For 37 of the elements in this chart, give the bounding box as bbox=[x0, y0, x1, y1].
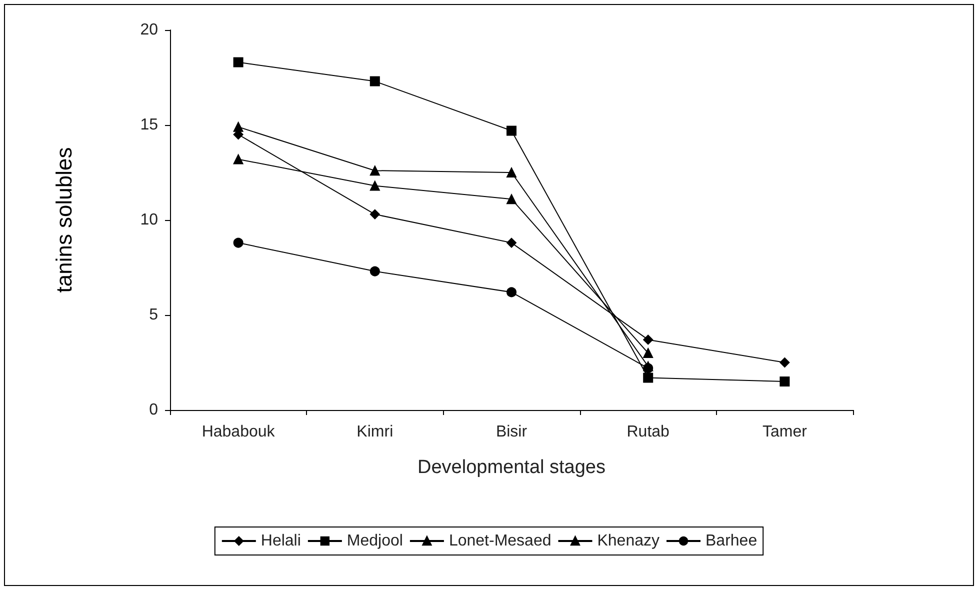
x-tick-label: Bisir bbox=[496, 424, 528, 440]
point bbox=[643, 372, 654, 383]
y-tick-label: 10 bbox=[140, 212, 158, 228]
legend-label: Medjool bbox=[346, 532, 403, 550]
point bbox=[233, 122, 244, 132]
y-tick-label: 15 bbox=[140, 116, 158, 134]
point bbox=[370, 266, 380, 276]
y-tick-label: 5 bbox=[149, 306, 158, 324]
x-tick-label: Rutab bbox=[626, 424, 670, 440]
point bbox=[233, 154, 244, 164]
legend-label: Khenazy bbox=[597, 532, 660, 550]
legend-label: Barhee bbox=[706, 532, 758, 550]
legend-label: Lonet-Mesaed bbox=[448, 532, 552, 550]
point bbox=[370, 209, 380, 220]
y-tick-label: 0 bbox=[149, 402, 158, 418]
x-axis-title: Developmental stages bbox=[418, 457, 606, 478]
point bbox=[370, 76, 380, 86]
point bbox=[643, 334, 654, 345]
x-tick-label: Hababouk bbox=[202, 424, 276, 440]
point bbox=[643, 363, 654, 374]
point bbox=[233, 238, 244, 248]
point bbox=[233, 57, 244, 68]
point bbox=[506, 168, 516, 178]
point bbox=[506, 238, 516, 248]
point bbox=[506, 287, 516, 298]
x-tick-label: Kimri bbox=[356, 424, 394, 440]
point bbox=[506, 126, 516, 136]
point bbox=[643, 348, 654, 358]
point bbox=[780, 376, 790, 386]
point bbox=[506, 194, 516, 204]
y-tick-label: 20 bbox=[140, 22, 158, 38]
y-axis-title: tanins solubles bbox=[52, 147, 76, 293]
point bbox=[370, 180, 380, 191]
point bbox=[370, 166, 380, 176]
point bbox=[780, 358, 790, 368]
x-tick-label: Tamer bbox=[762, 424, 808, 440]
legend-label: Helali bbox=[260, 532, 301, 550]
